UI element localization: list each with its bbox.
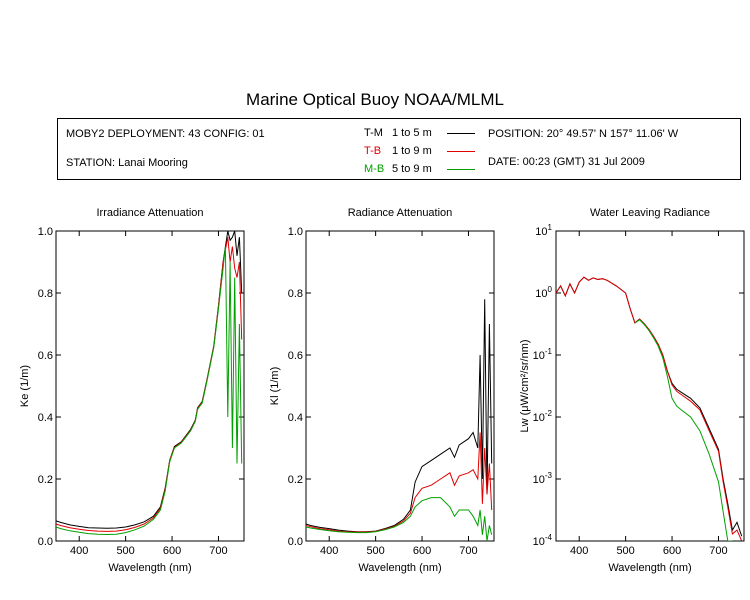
y-tick-label: 100 [535,285,552,300]
date-label: DATE: 00:23 (GMT) 31 Jul 2009 [488,156,645,168]
legend-range-mb: 5 to 9 m [392,163,432,175]
series-line-m-b [56,246,243,536]
series-line-t-b [556,276,743,541]
y-tick-label: 1.0 [38,226,53,238]
y-tick-label: 0.6 [38,350,53,362]
y-tick-label: 0.4 [288,412,303,424]
x-tick-label: 700 [209,545,227,557]
series-line-m-b [634,319,733,541]
y-tick-label: 0.0 [288,536,303,548]
series-line-m-b [306,497,493,541]
x-tick-label: 600 [663,545,681,557]
x-tick-label: 500 [366,545,384,557]
chart-title-3: Water Leaving Radiance [590,207,710,219]
x-tick-label: 400 [320,545,338,557]
series-line-t-b [306,432,493,533]
y-axis-label-1: Ke (1/m) [19,365,31,407]
y-tick-label: 101 [535,223,552,238]
legend-id-mb: M-B [364,163,385,175]
x-tick-label: 400 [570,545,588,557]
y-tick-label: 10-1 [533,347,553,362]
y-tick-label: 10-2 [533,409,553,424]
legend-line-tm [447,133,475,134]
info-box: MOBY2 DEPLOYMENT: 43 CONFIG: 01 STATION:… [57,118,741,180]
legend-range-tm: 1 to 5 m [392,127,432,139]
plot-frame-1 [55,230,245,542]
y-tick-label: 0.0 [38,536,53,548]
y-tick-label: 10-4 [533,533,553,548]
station-label: STATION: Lanai Mooring [66,157,188,169]
x-axis-label-1: Wavelength (nm) [108,562,191,574]
page-title: Marine Optical Buoy NOAA/MLML [246,90,504,109]
position-label: POSITION: 20° 49.57' N 157° 11.06' W [488,128,679,140]
x-tick-label: 700 [459,545,477,557]
y-tick-label: 0.4 [38,412,53,424]
legend-id-tm: T-M [364,127,383,139]
x-tick-label: 600 [413,545,431,557]
x-tick-label: 700 [709,545,727,557]
series-line-t-m [56,231,243,529]
plot-frame-2 [305,230,495,542]
y-tick-label: 0.8 [38,288,53,300]
y-axis-label-3: Lw (μW/cm²/sr/nm) [519,339,531,432]
legend-line-tb [447,151,475,152]
series-line-t-b [56,237,243,532]
x-tick-label: 500 [616,545,634,557]
y-axis-label-2: Kl (1/m) [269,367,281,406]
y-tick-label: 0.8 [288,288,303,300]
y-tick-label: 0.6 [288,350,303,362]
x-tick-label: 400 [70,545,88,557]
legend-id-tb: T-B [364,145,382,157]
chart-title-2: Radiance Attenuation [348,207,453,219]
x-tick-label: 500 [116,545,134,557]
x-axis-label-3: Wavelength (nm) [608,562,691,574]
legend-range-tb: 1 to 9 m [392,145,432,157]
y-tick-label: 0.2 [38,474,53,486]
series-line-t-m [556,276,743,537]
x-tick-label: 600 [163,545,181,557]
plot-frame-3 [555,230,745,542]
x-axis-label-2: Wavelength (nm) [358,562,441,574]
chart-title-1: Irradiance Attenuation [96,207,203,219]
legend-line-mb [447,169,475,170]
y-tick-label: 10-3 [533,471,553,486]
deployment-label: MOBY2 DEPLOYMENT: 43 CONFIG: 01 [66,128,265,140]
series-line-t-m [306,299,493,533]
y-tick-label: 0.2 [288,474,303,486]
y-tick-label: 1.0 [288,226,303,238]
